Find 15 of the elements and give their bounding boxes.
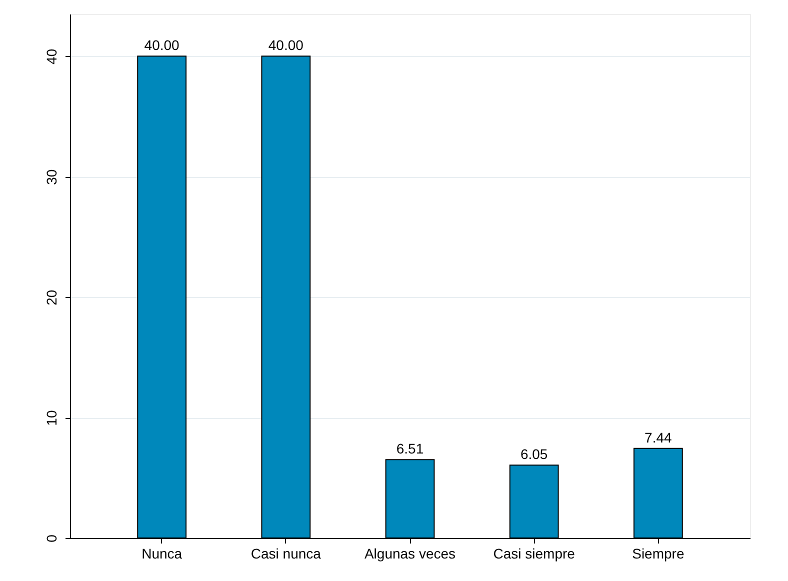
y-tick-label: 30	[44, 169, 60, 185]
x-tick-label: Casi siempre	[493, 546, 576, 562]
y-tick-label: 10	[44, 410, 60, 426]
y-tick-label: 40	[44, 48, 60, 64]
data-label: 40.00	[268, 37, 304, 54]
data-label: 6.05	[520, 446, 548, 462]
y-tick-label: 0	[44, 534, 60, 542]
x-tick-label: Algunas veces	[364, 546, 456, 562]
data-label: 40.00	[144, 37, 180, 54]
data-label: 6.51	[396, 440, 424, 457]
x-tick-label: Siempre	[632, 546, 684, 562]
x-tick-label: Casi nunca	[250, 546, 322, 562]
data-label: 7.44	[644, 429, 672, 446]
y-tick-label: 20	[44, 290, 60, 306]
x-tick-label: Nunca	[142, 546, 182, 562]
